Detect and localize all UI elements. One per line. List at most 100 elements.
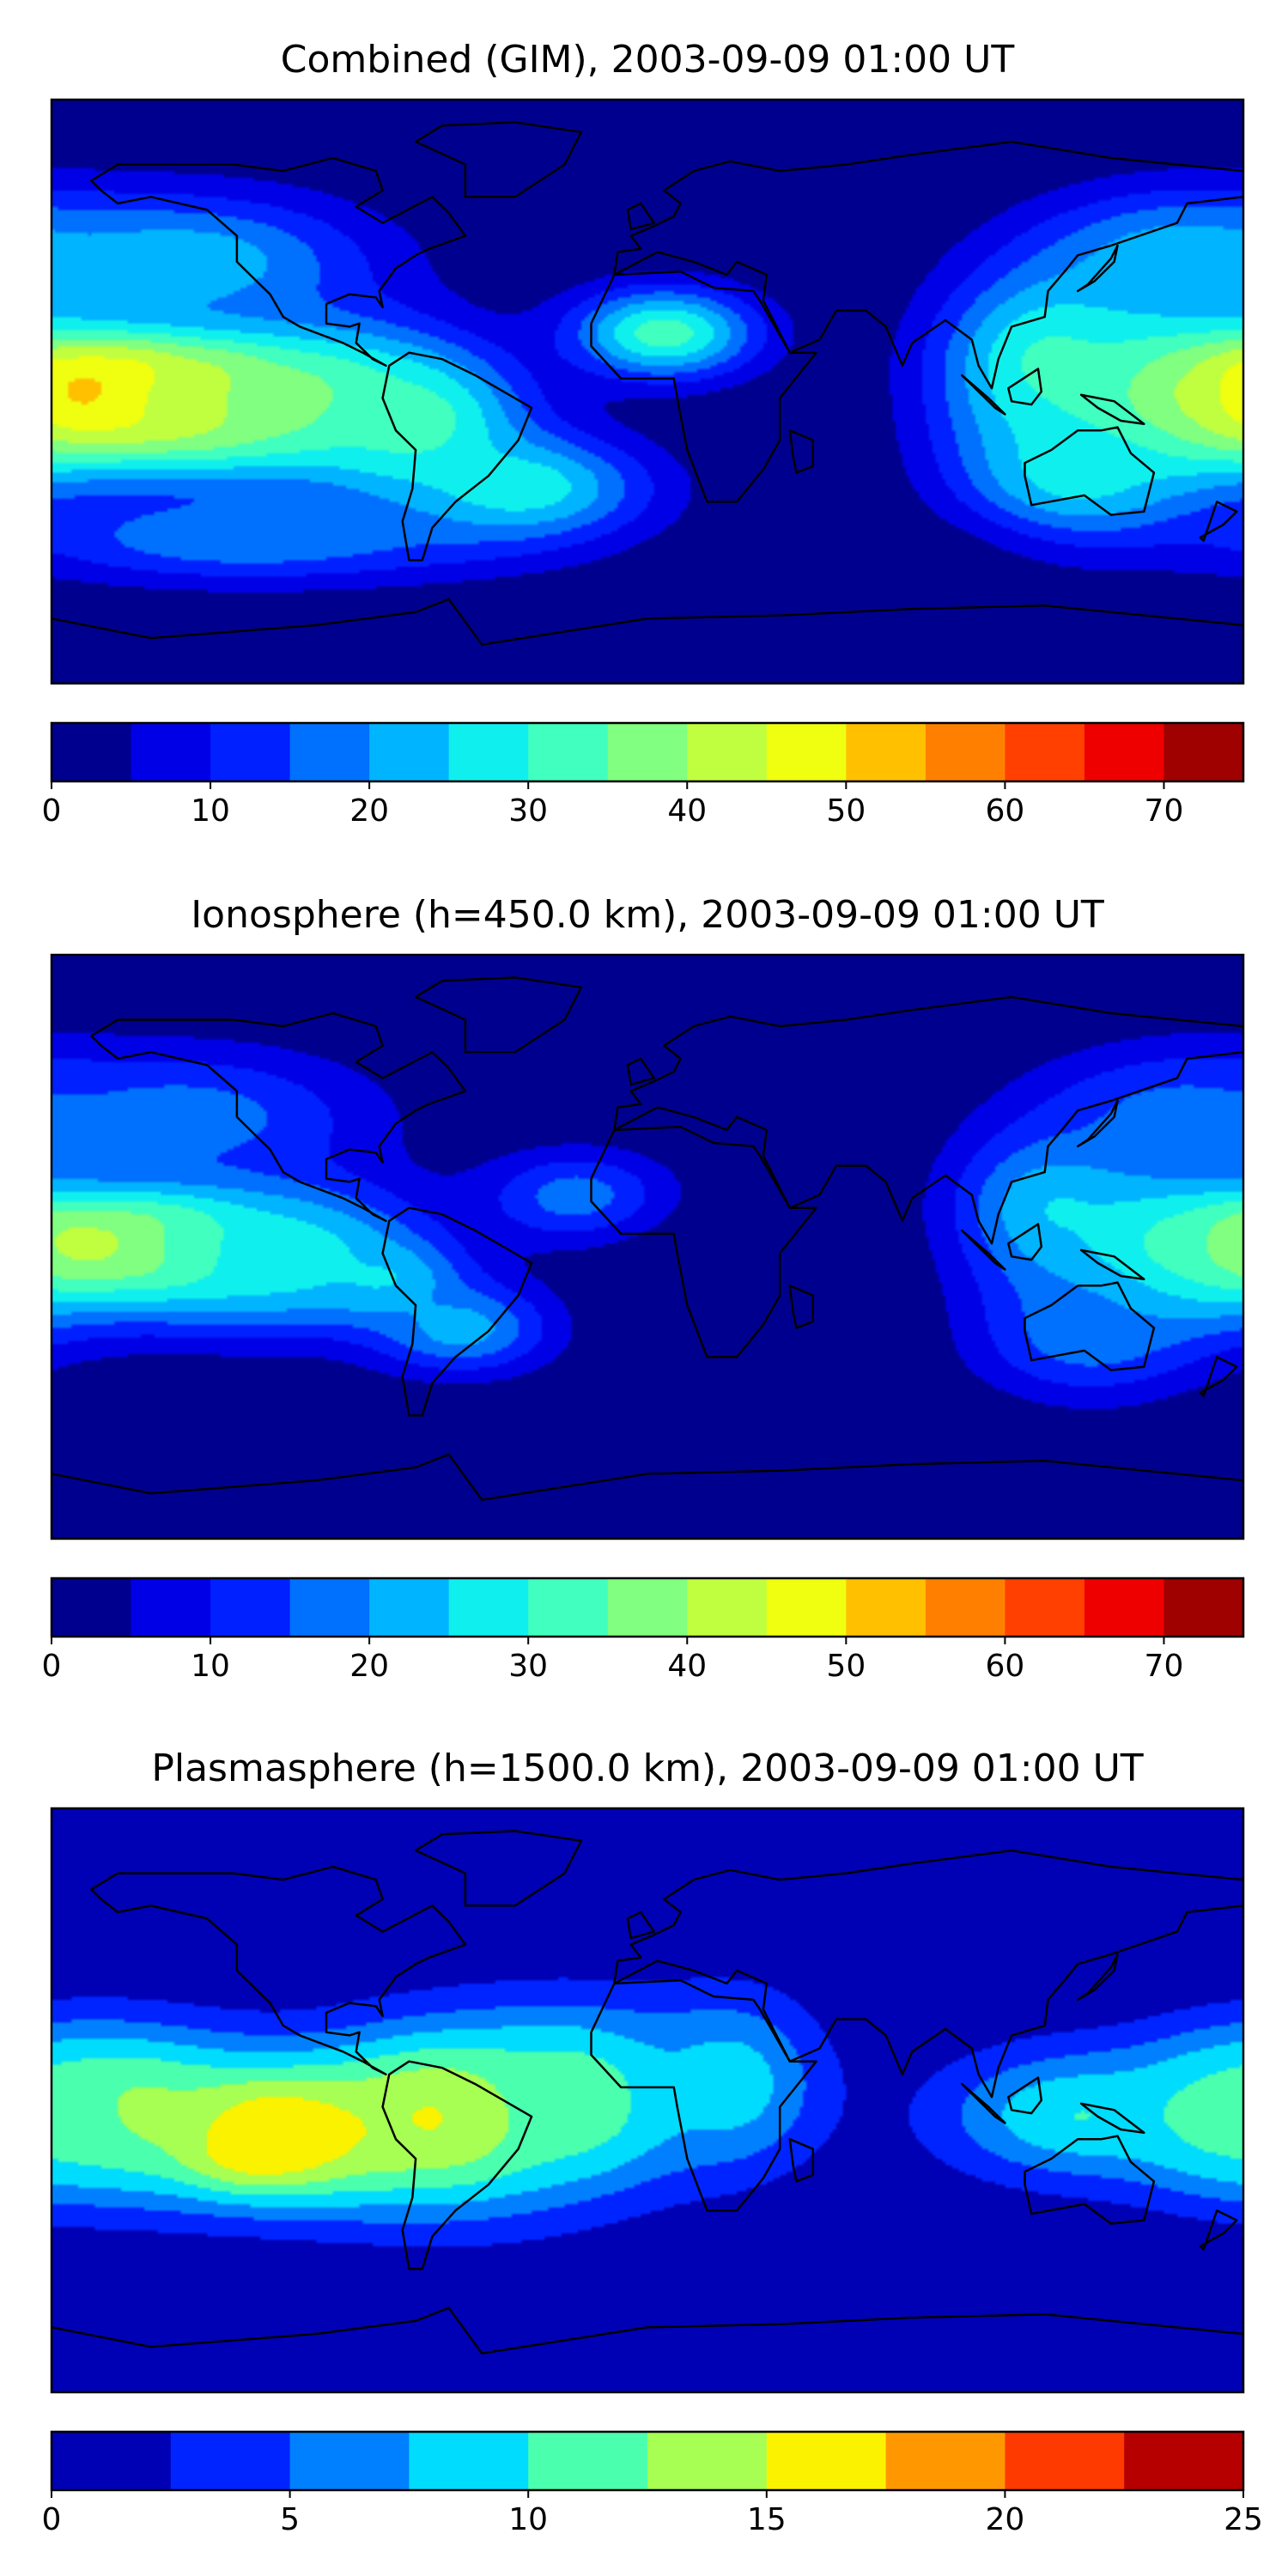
colorbar-swatch: [925, 723, 1005, 781]
coastline-0: [90, 1012, 467, 1223]
coastline-8: [1076, 1953, 1119, 2002]
coastline-10: [1007, 1223, 1043, 1261]
colorbar: 0 5 10 15 20 25: [42, 2430, 1263, 2537]
colorbar-swatch: [52, 2432, 172, 2490]
colorbar-swatch: [1005, 2432, 1125, 2490]
map-frame: [50, 953, 1245, 1540]
colorbar-swatch: [528, 2432, 648, 2490]
colorbar-swatch: [846, 1578, 927, 1637]
colorbar-swatch: [289, 1578, 370, 1637]
coastline-13: [1199, 501, 1238, 543]
colorbar-tick-label: 60: [985, 1649, 1024, 1684]
colorbar-tick-label: 70: [1145, 1649, 1184, 1684]
coastline-11: [1079, 2102, 1145, 2135]
colorbar-swatch: [647, 2432, 768, 2490]
coastline-5: [1024, 426, 1156, 516]
coastline-2: [414, 1830, 583, 1907]
colorbar-swatch: [846, 723, 927, 781]
coastline-13: [1199, 1356, 1238, 1398]
coastline-7: [52, 598, 1243, 683]
coastline-2: [414, 976, 583, 1054]
colorbar-tick-label: 50: [826, 1649, 866, 1684]
colorbar-swatch: [210, 1578, 291, 1637]
colorbar-tick-label: 15: [747, 2502, 787, 2537]
heatmap-map: [52, 100, 1243, 683]
colorbar-tick-label: 20: [349, 1649, 389, 1684]
colorbar-tick-label: 50: [826, 793, 866, 829]
colorbar-tick-label: 30: [508, 1649, 548, 1684]
colorbar-swatch: [1124, 2432, 1244, 2490]
colorbar-tick-label: 10: [191, 793, 230, 829]
colorbar-swatch: [766, 2432, 887, 2490]
coastlines: [52, 976, 1243, 1539]
coastline-8: [1076, 244, 1119, 293]
colorbar-swatch: [289, 723, 370, 781]
colorbar-swatch: [52, 1578, 132, 1637]
colorbar-tick-label: 40: [667, 1649, 707, 1684]
colorbar-swatch: [210, 723, 291, 781]
colorbar-swatch: [607, 1578, 688, 1637]
colorbar-tick-label: 10: [508, 2502, 548, 2537]
heatmap-field: [52, 1808, 1243, 2392]
colorbar-swatch: [1084, 723, 1165, 781]
coastline-5: [1024, 2135, 1156, 2225]
colorbar-swatch: [766, 723, 847, 781]
coastline-5: [1024, 1281, 1156, 1371]
heatmap-map: [52, 1808, 1243, 2392]
colorbar-tick-label: 20: [349, 793, 389, 829]
coastline-7: [52, 1453, 1243, 1539]
colorbar-swatch: [448, 723, 529, 781]
colorbar-swatch: [448, 1578, 529, 1637]
coastline-3: [590, 1978, 817, 2212]
coastline-6: [788, 2138, 815, 2183]
colorbar-tick-label: 40: [667, 793, 707, 829]
coastline-12: [626, 1911, 655, 1940]
heatmap-field: [52, 955, 1243, 1539]
colorbar-tick-label: 20: [985, 2502, 1024, 2537]
coastline-3: [590, 1125, 817, 1358]
panel-combined: Combined (GIM), 2003-09-09 01:00 UT 0 10 2…: [42, 38, 1245, 829]
coastlines: [52, 121, 1243, 683]
colorbar-swatch: [687, 1578, 768, 1637]
map-frame: [50, 98, 1245, 685]
colorbar-tick-label: 5: [280, 2502, 300, 2537]
coastline-1: [381, 2060, 533, 2270]
coastlines: [52, 1830, 1243, 2392]
coastline-6: [788, 429, 815, 474]
coastline-4: [613, 995, 1243, 1245]
coastline-12: [626, 202, 655, 231]
chart-title: Ionosphere (h=450.0 km), 2003-09-09 01:0…: [191, 893, 1104, 937]
colorbar-frame: [50, 721, 1245, 783]
colorbar-swatch: [409, 2432, 529, 2490]
colorbar-swatch: [1084, 1578, 1165, 1637]
coastline-12: [626, 1057, 655, 1086]
map-frame: [50, 1807, 1245, 2394]
coastline-13: [1199, 2209, 1238, 2251]
coastline-9: [961, 2082, 1006, 2124]
colorbar-tick-label: 0: [42, 1649, 62, 1684]
chart-title: Plasmasphere (h=1500.0 km), 2003-09-09 0…: [151, 1747, 1143, 1790]
colorbar-tick-label: 60: [985, 793, 1024, 829]
colorbar-swatch: [925, 1578, 1005, 1637]
colorbar-swatch: [369, 1578, 450, 1637]
colorbar-tick-label: 10: [191, 1649, 230, 1684]
colorbar-swatch: [289, 2432, 410, 2490]
colorbar-tick-label: 0: [42, 2502, 62, 2537]
coastline-4: [613, 140, 1243, 390]
colorbar-frame: [50, 2430, 1245, 2492]
colorbar-swatch: [1005, 723, 1085, 781]
colorbar-swatch: [131, 723, 211, 781]
heatmap-field: [52, 100, 1243, 683]
colorbar-frame: [50, 1577, 1245, 1638]
panel-plasmasphere: Plasmasphere (h=1500.0 km), 2003-09-09 0…: [42, 1747, 1263, 2537]
coastline-8: [1076, 1099, 1119, 1148]
colorbar-tick-label: 70: [1145, 793, 1184, 829]
coastline-4: [613, 1849, 1243, 2099]
coastline-11: [1079, 393, 1145, 426]
colorbar-swatch: [528, 1578, 609, 1637]
colorbar-swatch: [131, 1578, 211, 1637]
colorbar-tick-label: 0: [42, 793, 62, 829]
colorbar-swatch: [1163, 1578, 1244, 1637]
coastline-2: [414, 121, 583, 198]
coastline-3: [590, 270, 817, 503]
